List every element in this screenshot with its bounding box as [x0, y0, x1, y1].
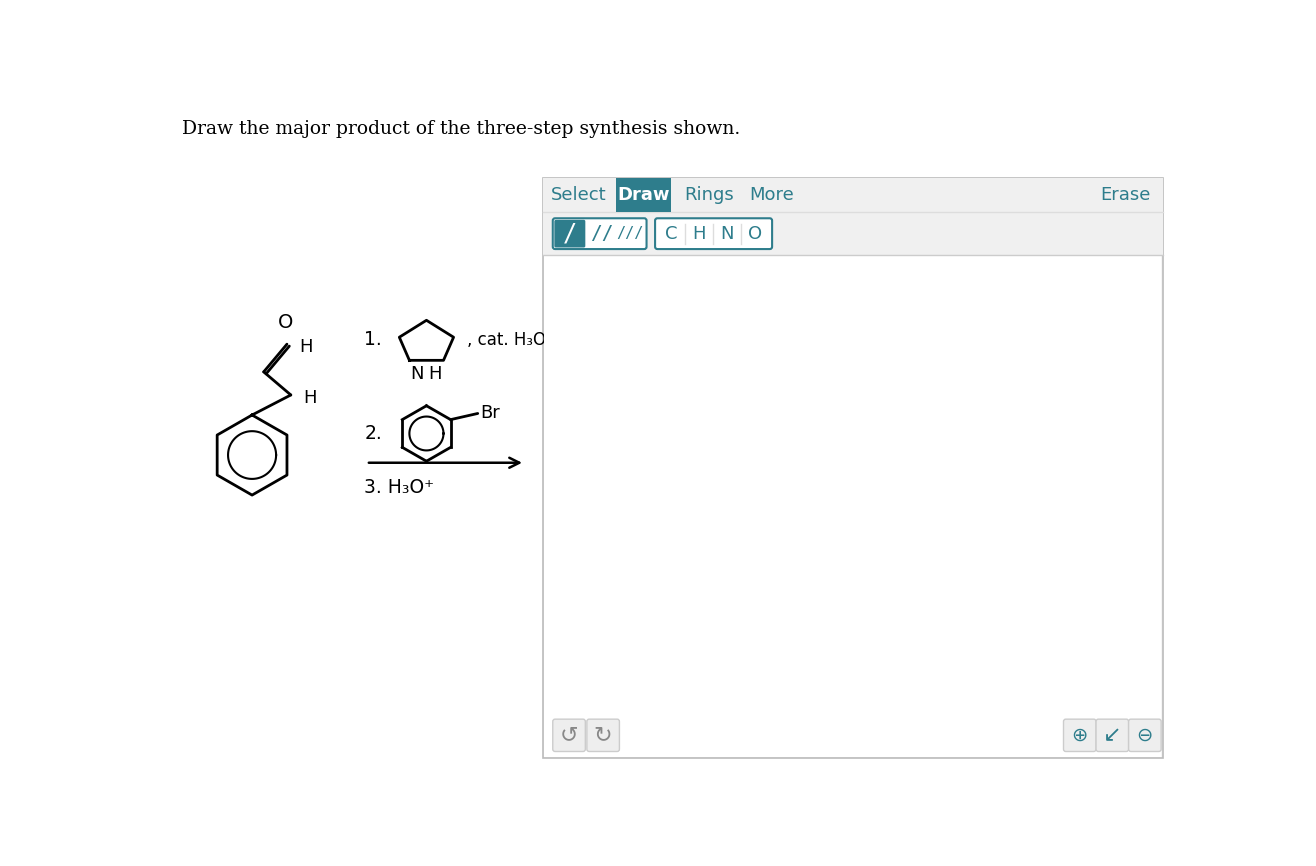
Text: 3. H₃O⁺: 3. H₃O⁺: [365, 478, 434, 497]
Text: C: C: [665, 224, 678, 242]
FancyBboxPatch shape: [587, 719, 620, 752]
Text: N: N: [720, 224, 734, 242]
FancyBboxPatch shape: [616, 178, 671, 212]
Text: O: O: [747, 224, 762, 242]
FancyBboxPatch shape: [1096, 719, 1129, 752]
FancyBboxPatch shape: [553, 218, 646, 249]
Text: H: H: [299, 339, 313, 356]
Text: , cat. H₃O⁺: , cat. H₃O⁺: [467, 331, 554, 348]
Text: 1.: 1.: [365, 330, 382, 349]
FancyBboxPatch shape: [1063, 719, 1096, 752]
FancyBboxPatch shape: [655, 218, 772, 249]
Text: H: H: [692, 224, 705, 242]
Text: ↻: ↻: [594, 726, 612, 746]
Text: ↺: ↺: [559, 726, 578, 746]
Text: Erase: Erase: [1100, 186, 1150, 204]
Text: Draw: Draw: [617, 186, 670, 204]
Text: ⊖: ⊖: [1137, 726, 1153, 745]
Text: 2.: 2.: [365, 424, 382, 443]
FancyBboxPatch shape: [1129, 719, 1161, 752]
Text: H: H: [303, 389, 317, 407]
Text: ⊕: ⊕: [1071, 726, 1088, 745]
Text: ↙: ↙: [1103, 726, 1121, 746]
FancyBboxPatch shape: [545, 255, 1161, 757]
Text: Select: Select: [551, 186, 607, 204]
Text: N: N: [409, 365, 424, 383]
Text: Br: Br: [480, 404, 500, 423]
FancyBboxPatch shape: [542, 178, 1163, 759]
FancyBboxPatch shape: [553, 719, 586, 752]
Text: //: //: [590, 224, 613, 243]
Text: More: More: [749, 186, 794, 204]
Text: H: H: [428, 365, 441, 383]
FancyBboxPatch shape: [542, 178, 1163, 255]
Text: O: O: [278, 313, 293, 332]
Text: Draw the major product of the three-step synthesis shown.: Draw the major product of the three-step…: [182, 120, 740, 138]
Text: Rings: Rings: [684, 186, 734, 204]
Text: /: /: [563, 222, 576, 246]
Text: ///: ///: [616, 226, 644, 241]
FancyBboxPatch shape: [554, 220, 586, 248]
